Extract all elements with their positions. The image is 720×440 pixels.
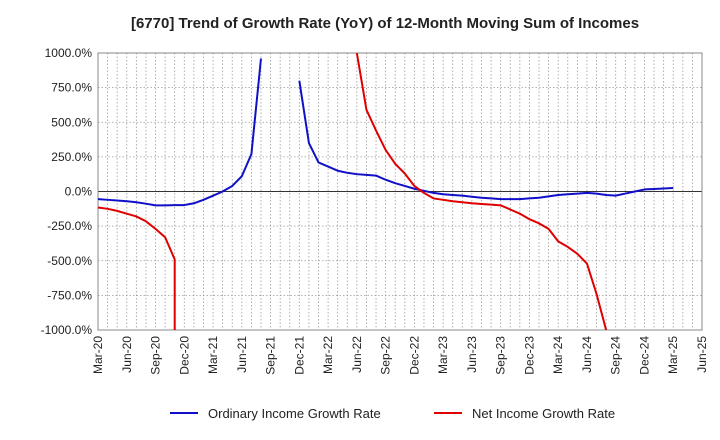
x-tick-label: Jun-24 — [580, 336, 594, 373]
x-tick-label: Sep-21 — [264, 336, 278, 375]
x-tick-label: Mar-21 — [206, 336, 220, 374]
y-tick-label: -750.0% — [47, 288, 92, 302]
ordinary-income-line-segment-2 — [298, 80, 674, 201]
x-tick-label: Mar-25 — [666, 336, 680, 374]
y-tick-label: 0.0% — [65, 185, 93, 199]
x-tick-label: Mar-20 — [91, 336, 105, 374]
x-tick-label: Sep-20 — [149, 336, 163, 375]
net-income-line-segment-1 — [98, 206, 176, 330]
x-tick-label: Jun-22 — [350, 336, 364, 373]
x-tick-label: Mar-24 — [551, 336, 565, 374]
y-tick-label: -250.0% — [47, 219, 92, 233]
x-tick-label: Jun-20 — [120, 336, 134, 373]
grid-layer — [98, 53, 702, 330]
y-tick-label: 500.0% — [51, 115, 92, 129]
x-tick-label: Jun-23 — [465, 336, 479, 373]
legend-label-ordinary: Ordinary Income Growth Rate — [208, 406, 381, 421]
axis-layer: 1000.0% 750.0% 500.0% 250.0% 0.0% -250.0% -500… — [41, 46, 709, 375]
x-tick-label: Dec-21 — [292, 336, 306, 375]
y-tick-label: 250.0% — [51, 150, 92, 164]
legend: Ordinary Income Growth Rate Net Income G… — [170, 406, 615, 421]
ordinary-income-line-segment-1 — [98, 58, 262, 207]
x-tick-label: Dec-23 — [522, 336, 536, 375]
y-tick-label: -1000.0% — [41, 323, 93, 337]
x-tick-label: Mar-22 — [321, 336, 335, 374]
series-layer — [98, 53, 674, 330]
x-tick-label: Dec-24 — [637, 336, 651, 375]
y-tick-label: 1000.0% — [45, 46, 93, 60]
x-tick-label: Jun-21 — [235, 336, 249, 373]
net-income-line-segment-2 — [355, 53, 608, 330]
y-tick-label: -500.0% — [47, 254, 92, 268]
y-tick-label: 750.0% — [51, 81, 92, 95]
chart-title: [6770] Trend of Growth Rate (YoY) of 12-… — [131, 15, 639, 32]
x-tick-label: Dec-20 — [177, 336, 191, 375]
x-tick-label: Sep-24 — [609, 336, 623, 375]
x-tick-label: Sep-22 — [379, 336, 393, 375]
x-tick-label: Jun-25 — [695, 336, 709, 373]
legend-label-net: Net Income Growth Rate — [472, 406, 615, 421]
x-tick-label: Mar-23 — [436, 336, 450, 374]
plot-border — [97, 52, 703, 331]
x-tick-label: Sep-23 — [494, 336, 508, 375]
x-tick-label: Dec-22 — [407, 336, 421, 375]
